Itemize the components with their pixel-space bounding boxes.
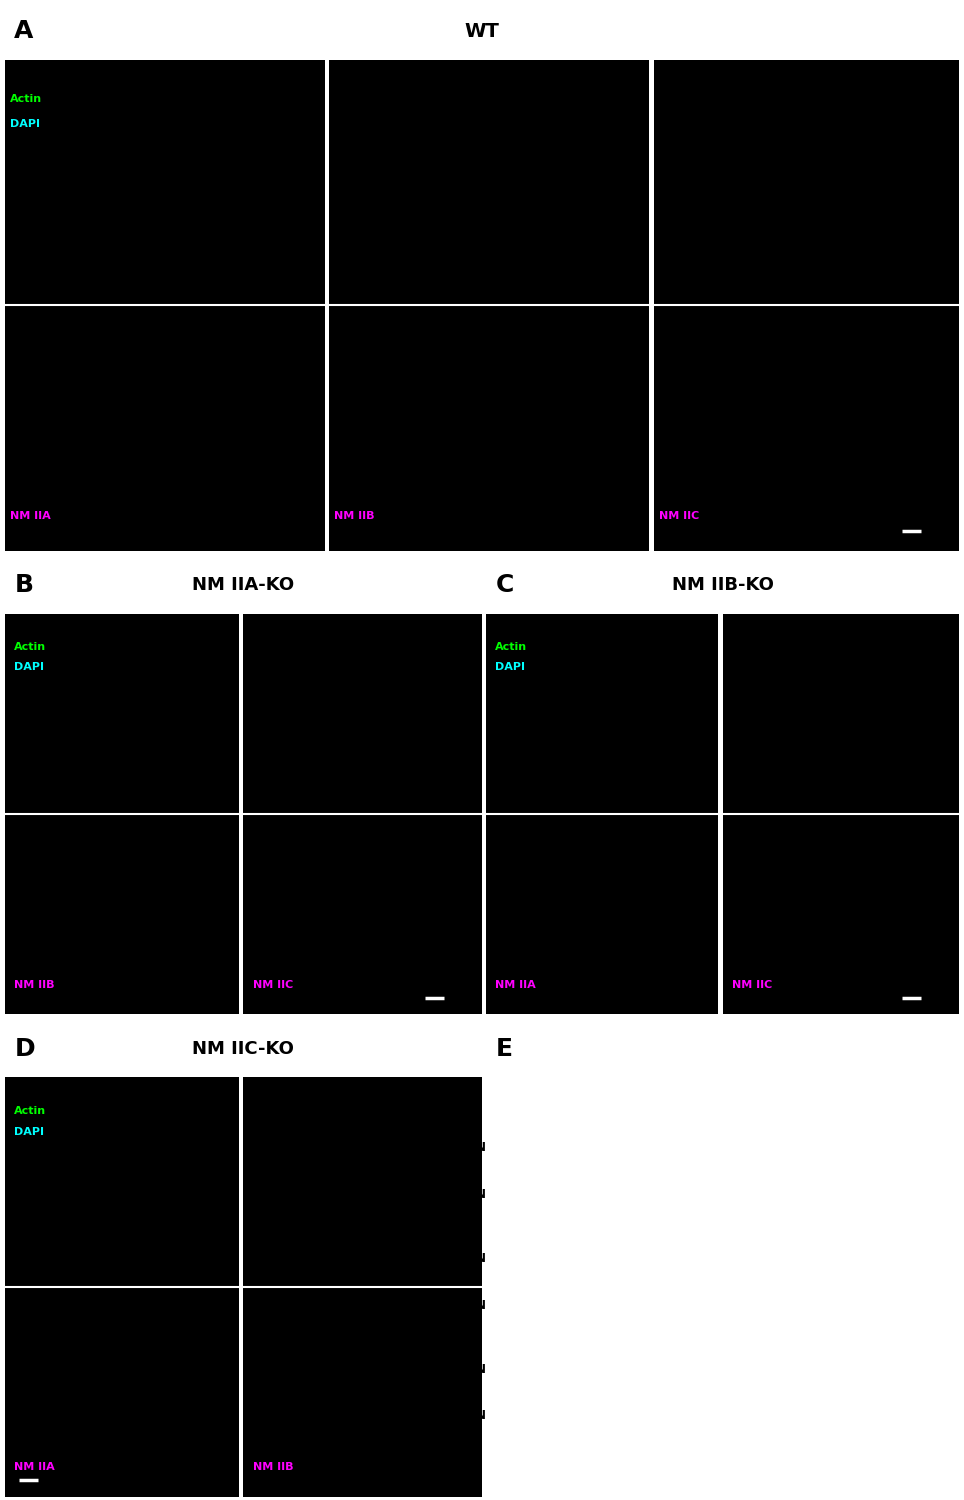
Text: NM IIA-KO: NM IIA-KO	[193, 576, 294, 594]
Bar	[552, 1395, 636, 1432]
Bar	[649, 60, 654, 550]
Bar	[552, 1128, 572, 1166]
Text: NM IIC: NM IIC	[732, 980, 772, 990]
Text: E: E	[495, 1036, 512, 1060]
Bar	[552, 1348, 642, 1386]
Text: WT: WT	[465, 22, 499, 40]
Text: Actin: Actin	[14, 642, 46, 651]
Text: C: C	[495, 573, 514, 597]
Bar	[325, 60, 330, 550]
Text: DAPI: DAPI	[14, 662, 44, 672]
Text: D: D	[14, 1036, 35, 1060]
Text: NM IIC: NM IIC	[658, 512, 699, 520]
Text: NM IIA: NM IIA	[10, 512, 50, 520]
Text: NM IIB-KO: NM IIB-KO	[672, 576, 773, 594]
Text: DAPI: DAPI	[10, 118, 40, 129]
Text: NM IIC-KO: NM IIC-KO	[193, 1040, 294, 1058]
Legend: NM IIA, NM IIB, NM IIC: NM IIA, NM IIB, NM IIC	[867, 1100, 947, 1160]
Text: Actin: Actin	[14, 1107, 46, 1116]
Text: Actin: Actin	[10, 94, 41, 105]
Text: NM IIB: NM IIB	[14, 980, 55, 990]
X-axis label: Intensity change to WT: Intensity change to WT	[657, 1479, 840, 1494]
Bar	[239, 614, 243, 1014]
Text: NM IIA: NM IIA	[495, 980, 536, 990]
Text: n.s.: n.s.	[651, 1360, 673, 1374]
Text: NM IIB: NM IIB	[335, 512, 375, 520]
Text: n.s.: n.s.	[580, 1140, 602, 1152]
Text: NM IIB: NM IIB	[253, 1462, 293, 1472]
Bar	[552, 1239, 628, 1275]
Bar	[552, 1174, 563, 1212]
Bar	[239, 1077, 243, 1497]
Text: DAPI: DAPI	[14, 1128, 44, 1137]
Text: DAPI: DAPI	[495, 662, 525, 672]
Bar	[718, 614, 723, 1014]
Text: NM IIC: NM IIC	[253, 980, 293, 990]
Text: Actin: Actin	[495, 642, 527, 651]
Text: B: B	[14, 573, 34, 597]
Text: NM IIA: NM IIA	[14, 1462, 55, 1472]
Text: A: A	[14, 20, 34, 44]
Bar	[552, 1286, 569, 1322]
Text: n.s.: n.s.	[636, 1251, 658, 1263]
